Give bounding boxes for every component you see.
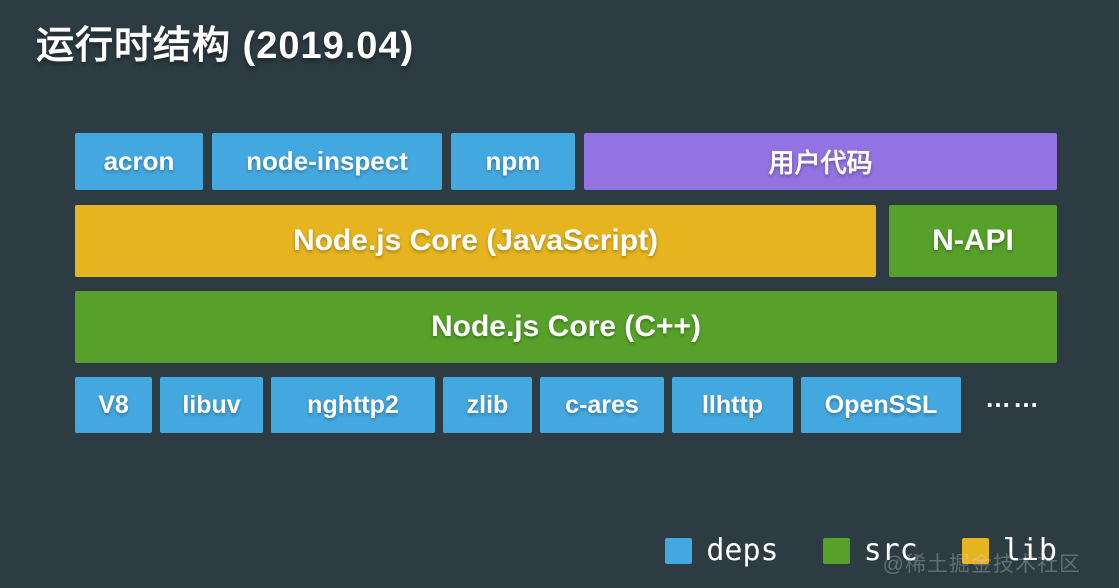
legend-label-deps: deps (706, 533, 779, 568)
row-deps-layer: V8 libuv nghttp2 zlib c-ares llhttp Open… (75, 377, 1057, 433)
block-v8: V8 (75, 377, 152, 433)
page-title: 运行时结构 (2019.04) (36, 25, 415, 67)
legend-swatch-deps (665, 537, 693, 564)
legend-item-lib: lib (961, 533, 1057, 568)
block-c-ares: c-ares (540, 377, 664, 433)
block-nghttp2: nghttp2 (271, 377, 435, 433)
watermark: @稀土掘金技术社区 (882, 553, 1081, 576)
block-npm: npm (451, 133, 575, 190)
runtime-structure-diagram: acron node-inspect npm 用户代码 Node.js Core… (75, 133, 1057, 433)
legend: deps src lib (665, 533, 1057, 568)
block-nodejs-core-js: Node.js Core (JavaScript) (75, 205, 876, 277)
legend-label-src: src (863, 533, 918, 568)
row-user-layer: acron node-inspect npm 用户代码 (75, 133, 1057, 190)
legend-item-deps: deps (665, 533, 779, 568)
legend-label-lib: lib (1002, 533, 1057, 568)
row-js-core-layer: Node.js Core (JavaScript) N-API (75, 205, 1057, 277)
more-deps-ellipsis: …… (969, 377, 1057, 433)
ellipsis-text: …… (985, 382, 1041, 413)
block-openssl: OpenSSL (801, 377, 961, 433)
block-acron: acron (75, 133, 203, 190)
legend-swatch-lib (961, 537, 989, 564)
block-user-code: 用户代码 (584, 133, 1057, 190)
block-n-api: N-API (889, 205, 1057, 277)
block-libuv: libuv (160, 377, 263, 433)
block-llhttp: llhttp (672, 377, 793, 433)
block-zlib: zlib (443, 377, 532, 433)
block-nodejs-core-cpp: Node.js Core (C++) (75, 291, 1057, 363)
block-node-inspect: node-inspect (212, 133, 442, 190)
row-cpp-core-layer: Node.js Core (C++) (75, 291, 1057, 363)
legend-swatch-src (822, 537, 850, 564)
legend-item-src: src (822, 533, 918, 568)
